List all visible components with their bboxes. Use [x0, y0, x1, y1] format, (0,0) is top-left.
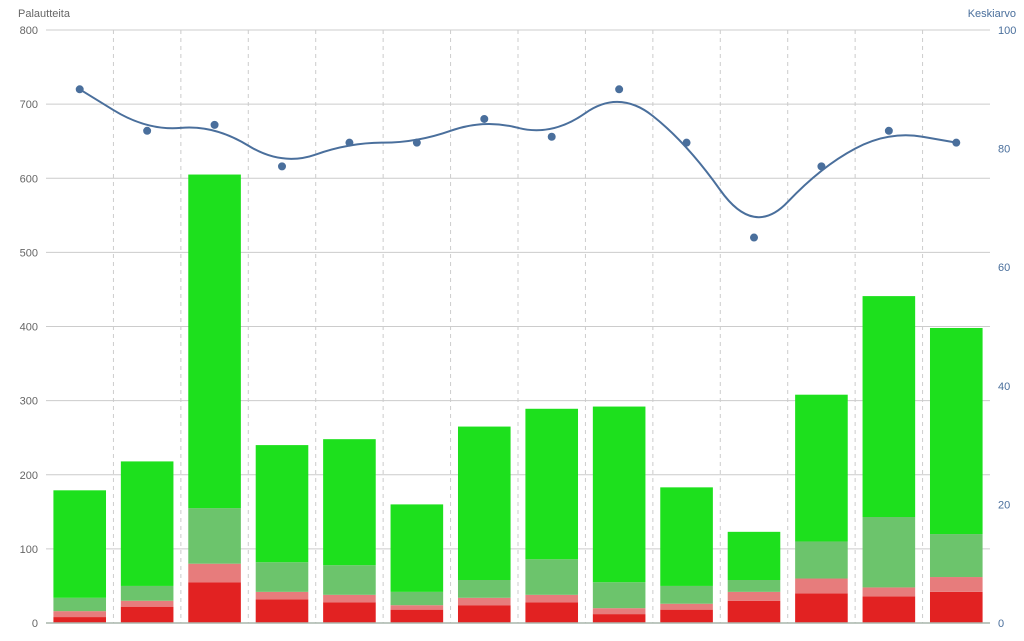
- line-marker: [548, 133, 555, 140]
- bar-segment: [53, 611, 106, 617]
- bar-segment: [391, 610, 444, 623]
- bar-segment: [525, 559, 578, 595]
- bar-segment: [593, 582, 646, 608]
- bar-segment: [256, 599, 309, 623]
- bar-segment: [593, 614, 646, 623]
- bar-segment: [458, 598, 511, 605]
- tick-label-right: 100: [998, 25, 1016, 37]
- bar-segment: [728, 601, 781, 623]
- tick-label-left: 0: [32, 618, 38, 630]
- bar-segment: [323, 602, 376, 623]
- line-marker: [76, 86, 83, 93]
- bar-segment: [660, 604, 713, 610]
- bar-segment: [53, 617, 106, 623]
- chart-svg: 0 100 200 300 400 500 600 700 800 0 20 40 60 80 100: [0, 0, 1024, 641]
- left-axis-title: Palautteita: [18, 8, 70, 20]
- line-marker: [616, 86, 623, 93]
- bar-segment: [795, 541, 848, 578]
- bar-segment: [391, 504, 444, 591]
- line-marker: [211, 121, 218, 128]
- bar-segment: [863, 596, 916, 623]
- line-marker: [818, 163, 825, 170]
- tick-label-left: 200: [20, 470, 38, 482]
- bar-segment: [863, 296, 916, 517]
- tick-label-right: 0: [998, 618, 1004, 630]
- bar-segment: [593, 407, 646, 583]
- line-marker: [346, 139, 353, 146]
- bar-segment: [458, 427, 511, 580]
- bar-segment: [256, 562, 309, 592]
- bar-segment: [391, 592, 444, 605]
- bar-segment: [795, 593, 848, 623]
- bar-segment: [930, 328, 983, 534]
- bar-segment: [795, 395, 848, 542]
- tick-label-left: 700: [20, 99, 38, 111]
- bar-segment: [188, 175, 241, 509]
- bar-segment: [728, 532, 781, 580]
- bar-segment: [525, 602, 578, 623]
- combo-chart: { "chart": { "type": "bar+line", "width"…: [0, 0, 1024, 641]
- bar-segment: [121, 586, 174, 601]
- bar-segment: [188, 508, 241, 564]
- tick-label-left: 100: [20, 544, 38, 556]
- tick-label-left: 500: [20, 247, 38, 259]
- bar-segment: [795, 579, 848, 594]
- bar-segment: [458, 605, 511, 623]
- line-marker: [683, 139, 690, 146]
- bar-segment: [660, 487, 713, 586]
- bar-segment: [323, 595, 376, 602]
- bar-segment: [391, 605, 444, 609]
- right-axis-title: Keskiarvo: [968, 8, 1016, 20]
- bar-segment: [863, 517, 916, 587]
- bar-segment: [660, 586, 713, 604]
- bar-segment: [660, 610, 713, 623]
- tick-label-right: 20: [998, 499, 1010, 511]
- bar-segment: [53, 598, 106, 611]
- bar-segment: [525, 409, 578, 559]
- tick-label-left: 800: [20, 25, 38, 37]
- bar-segment: [121, 601, 174, 607]
- tick-label-right: 80: [998, 144, 1010, 156]
- line-marker: [481, 115, 488, 122]
- bar-segment: [121, 607, 174, 623]
- bar-segment: [930, 577, 983, 592]
- line-marker: [751, 234, 758, 241]
- bar-segment: [121, 461, 174, 586]
- bar-segment: [930, 534, 983, 577]
- bar-segment: [863, 587, 916, 596]
- bar-segment: [525, 595, 578, 602]
- bar-segment: [256, 445, 309, 562]
- line-marker: [144, 127, 151, 134]
- bar-segment: [593, 608, 646, 614]
- bar-segment: [458, 580, 511, 598]
- tick-label-left: 600: [20, 173, 38, 185]
- line-marker: [279, 163, 286, 170]
- bar-segment: [256, 592, 309, 599]
- line-marker: [953, 139, 960, 146]
- bar-segment: [728, 580, 781, 592]
- line-marker: [885, 127, 892, 134]
- bar-segment: [930, 592, 983, 623]
- tick-label-right: 60: [998, 262, 1010, 274]
- bar-segment: [188, 564, 241, 583]
- bar-segment: [53, 490, 106, 597]
- bar-segment: [728, 592, 781, 601]
- line-marker: [413, 139, 420, 146]
- tick-label-left: 300: [20, 396, 38, 408]
- bar-segment: [323, 439, 376, 565]
- tick-label-left: 400: [20, 322, 38, 334]
- bar-segment: [188, 582, 241, 623]
- bar-segment: [323, 565, 376, 595]
- tick-label-right: 40: [998, 381, 1010, 393]
